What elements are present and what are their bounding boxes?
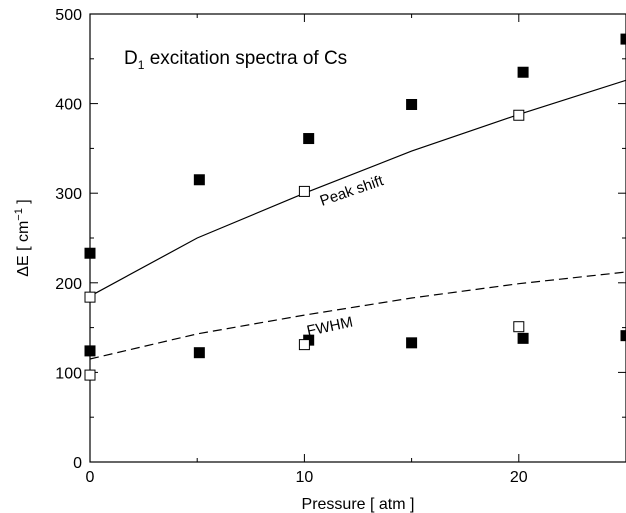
chart-title-rest: excitation spectra of Cs — [144, 48, 347, 69]
open-square-marker — [84, 291, 96, 303]
series-label-peak-shift: Peak shift — [318, 172, 387, 210]
filled-square-marker — [84, 247, 96, 259]
open-square-marker — [513, 109, 525, 121]
series-label-fwhm: FWHM — [305, 314, 354, 340]
y-tick-label: 500 — [55, 7, 82, 24]
y-axis-label: ΔE [ cm−1 ] — [13, 199, 32, 276]
chart-title-subscript: 1 — [138, 58, 145, 72]
filled-square-marker — [84, 345, 96, 357]
filled-square-marker — [406, 337, 418, 349]
y-tick-label: 100 — [55, 365, 82, 382]
filled-square-marker — [517, 332, 529, 344]
chart-title: D1 excitation spectra of Cs — [124, 48, 347, 72]
filled-square-marker — [193, 174, 205, 186]
fit-curves — [89, 79, 626, 360]
open-square-marker — [84, 369, 96, 381]
chart-title-main: D — [124, 48, 138, 69]
y-axis-label-main: ΔE [ cm — [15, 221, 32, 277]
y-tick-label: 400 — [55, 97, 82, 114]
open-square-marker — [513, 321, 525, 333]
plot-frame — [89, 13, 626, 463]
open-square-marker — [298, 185, 310, 197]
y-axis-label-end: ] — [15, 199, 32, 208]
fwhm-curve — [89, 271, 626, 360]
x-tick-label: 0 — [86, 469, 95, 486]
filled-square-marker — [303, 133, 315, 145]
y-tick-label: 0 — [73, 455, 82, 472]
filled-square-marker — [620, 33, 626, 45]
y-axis-label-superscript: −1 — [13, 208, 25, 221]
x-axis-label: Pressure [ atm ] — [302, 496, 415, 513]
filled-square-marker — [193, 347, 205, 359]
filled-square-marker — [517, 66, 529, 78]
y-tick-label: 300 — [55, 186, 82, 203]
y-tick-label: 200 — [55, 276, 82, 293]
x-tick-label: 20 — [510, 469, 528, 486]
filled-square-marker — [406, 98, 418, 110]
filled-square-marker — [620, 330, 626, 342]
open-square-marker — [298, 339, 310, 351]
data-markers — [84, 33, 626, 381]
x-tick-label: 10 — [296, 469, 314, 486]
peak-shift-curve — [89, 79, 626, 297]
